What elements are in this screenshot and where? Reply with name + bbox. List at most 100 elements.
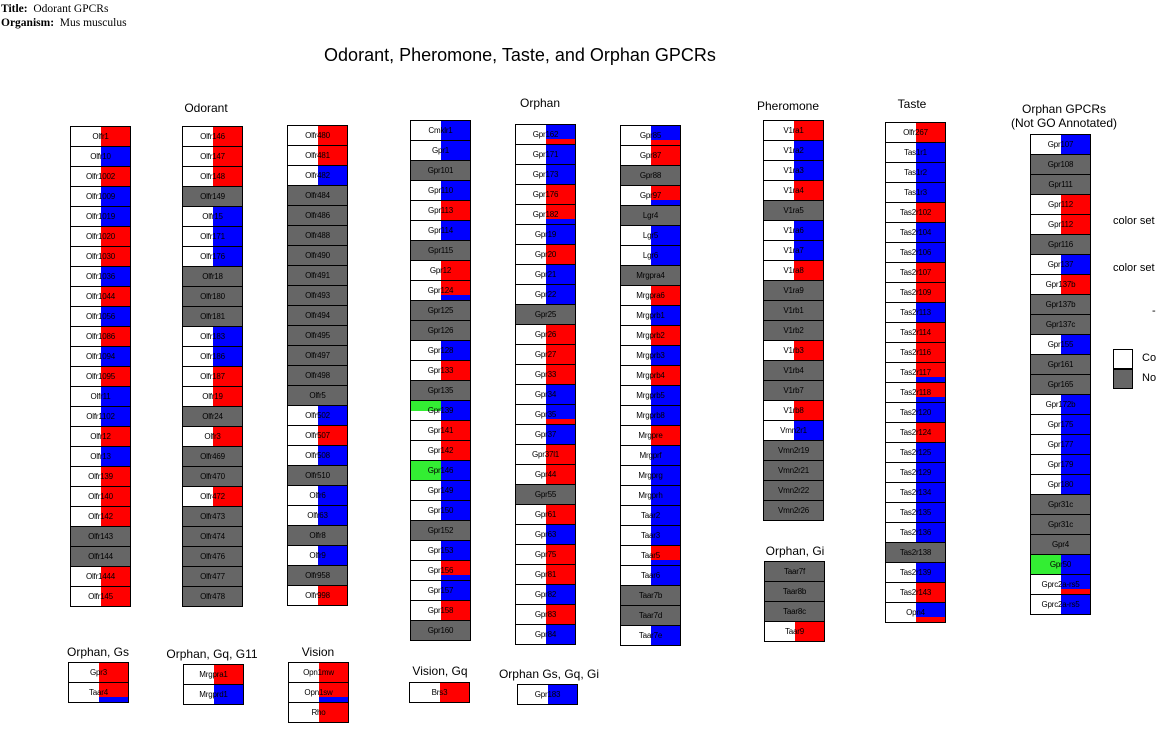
gene-box[interactable]: Gpr175: [1031, 415, 1090, 435]
gene-box[interactable]: Lgr4: [621, 206, 680, 226]
gene-box[interactable]: Olfr181: [183, 307, 242, 327]
gene-box[interactable]: Gpr116: [1031, 235, 1090, 255]
gene-box[interactable]: Olfr10: [71, 147, 130, 167]
gene-box[interactable]: Olfr9: [288, 546, 347, 566]
gene-box[interactable]: Taar2: [621, 506, 680, 526]
gene-box[interactable]: Gpr82: [516, 585, 575, 605]
gene-box[interactable]: Gpr150: [411, 501, 470, 521]
gene-box[interactable]: Gpr44: [516, 465, 575, 485]
gene-box[interactable]: Olfr1044: [71, 287, 130, 307]
gene-box[interactable]: Gpr75: [516, 545, 575, 565]
gene-box[interactable]: Mrgprb4: [621, 366, 680, 386]
gene-box[interactable]: Brs3: [410, 683, 469, 703]
gene-box[interactable]: Gpr128: [411, 341, 470, 361]
gene-box[interactable]: Olfr11: [71, 387, 130, 407]
gene-box[interactable]: Gpr84: [516, 625, 575, 645]
gene-box[interactable]: Olfr147: [183, 147, 242, 167]
gene-box[interactable]: Olfr183: [183, 327, 242, 347]
gene-box[interactable]: Olfr187: [183, 367, 242, 387]
gene-box[interactable]: Olfr494: [288, 306, 347, 326]
gene-box[interactable]: Olfr146: [183, 127, 242, 147]
gene-box[interactable]: Gpr162: [516, 125, 575, 145]
gene-box[interactable]: V1rb2: [764, 321, 823, 341]
gene-box[interactable]: Mrgprg: [621, 466, 680, 486]
gene-box[interactable]: Gpr137c: [1031, 315, 1090, 335]
gene-box[interactable]: Mrgpra1: [184, 665, 243, 685]
gene-box[interactable]: Olfr498: [288, 366, 347, 386]
gene-box[interactable]: V1ra6: [764, 221, 823, 241]
gene-box[interactable]: Opn4: [886, 603, 945, 623]
gene-box[interactable]: Olfr1019: [71, 207, 130, 227]
gene-box[interactable]: Gpr133: [411, 361, 470, 381]
gene-box[interactable]: Gpr25: [516, 305, 575, 325]
gene-box[interactable]: Gpr124: [411, 281, 470, 301]
gene-box[interactable]: Taar7d: [621, 606, 680, 626]
gene-box[interactable]: Olfr12: [71, 427, 130, 447]
gene-box[interactable]: Olfr1056: [71, 307, 130, 327]
gene-box[interactable]: Olfr480: [288, 126, 347, 146]
gene-box[interactable]: Olfr1444: [71, 567, 130, 587]
gene-box[interactable]: Olfr470: [183, 467, 242, 487]
gene-box[interactable]: Tas2r118: [886, 383, 945, 403]
gene-box[interactable]: Gpr27: [516, 345, 575, 365]
gene-box[interactable]: Gpr135: [411, 381, 470, 401]
gene-box[interactable]: Gpr20: [516, 245, 575, 265]
gene-box[interactable]: Gpr115: [411, 241, 470, 261]
gene-box[interactable]: Taar7b: [621, 586, 680, 606]
gene-box[interactable]: Olfr474: [183, 527, 242, 547]
gene-box[interactable]: Gpr81: [516, 565, 575, 585]
gene-box[interactable]: Tas2r138: [886, 543, 945, 563]
gene-box[interactable]: Olfr148: [183, 167, 242, 187]
gene-box[interactable]: V1ra9: [764, 281, 823, 301]
gene-box[interactable]: Tas2r120: [886, 403, 945, 423]
gene-box[interactable]: Taar8c: [765, 602, 824, 622]
gene-box[interactable]: Tas2r129: [886, 463, 945, 483]
gene-box[interactable]: Olfr15: [183, 207, 242, 227]
gene-box[interactable]: Tas2r125: [886, 443, 945, 463]
gene-box[interactable]: Gpr161: [1031, 355, 1090, 375]
gene-box[interactable]: Gpr182: [516, 205, 575, 225]
gene-box[interactable]: Tas2r117: [886, 363, 945, 383]
gene-box[interactable]: Gpr146: [411, 461, 470, 481]
gene-box[interactable]: Tas2r116: [886, 343, 945, 363]
gene-box[interactable]: Mrgprb2: [621, 326, 680, 346]
gene-box[interactable]: Gpr35: [516, 405, 575, 425]
gene-box[interactable]: Olfr507: [288, 426, 347, 446]
gene-box[interactable]: V1rb1: [764, 301, 823, 321]
gene-box[interactable]: Gpr158: [411, 601, 470, 621]
gene-box[interactable]: Olfr140: [71, 487, 130, 507]
gene-box[interactable]: Gpr172b: [1031, 395, 1090, 415]
gene-box[interactable]: Taar5: [621, 546, 680, 566]
gene-box[interactable]: Gpr22: [516, 285, 575, 305]
gene-box[interactable]: Gpr156: [411, 561, 470, 581]
gene-box[interactable]: Olfr472: [183, 487, 242, 507]
gene-box[interactable]: Olfr482: [288, 166, 347, 186]
gene-box[interactable]: Gpr157: [411, 581, 470, 601]
gene-box[interactable]: Vmn2r26: [764, 501, 823, 521]
gene-box[interactable]: Olfr267: [886, 123, 945, 143]
gene-box[interactable]: Olfr1002: [71, 167, 130, 187]
gene-box[interactable]: V1ra5: [764, 201, 823, 221]
gene-box[interactable]: Olfr488: [288, 226, 347, 246]
gene-box[interactable]: Gpr142: [411, 441, 470, 461]
gene-box[interactable]: Gpr88: [621, 166, 680, 186]
gene-box[interactable]: Taar8b: [765, 582, 824, 602]
gene-box[interactable]: Tas2r135: [886, 503, 945, 523]
gene-box[interactable]: V1ra3: [764, 161, 823, 181]
gene-box[interactable]: V1ra1: [764, 121, 823, 141]
gene-box[interactable]: Gpr173: [516, 165, 575, 185]
gene-box[interactable]: Olfr1020: [71, 227, 130, 247]
gene-box[interactable]: Olfr176: [183, 247, 242, 267]
gene-box[interactable]: Mrgprb1: [621, 306, 680, 326]
gene-box[interactable]: Gpr125: [411, 301, 470, 321]
gene-box[interactable]: Mrgprb5: [621, 386, 680, 406]
gene-box[interactable]: Olfr1: [71, 127, 130, 147]
gene-box[interactable]: Vmn2r19: [764, 441, 823, 461]
gene-box[interactable]: Mrgpre: [621, 426, 680, 446]
gene-box[interactable]: Taar3: [621, 526, 680, 546]
gene-box[interactable]: Olfr998: [288, 586, 347, 606]
gene-box[interactable]: Olfr19: [183, 387, 242, 407]
gene-box[interactable]: V1rb7: [764, 381, 823, 401]
gene-box[interactable]: Gpr112: [1031, 195, 1090, 215]
gene-box[interactable]: Olfr1095: [71, 367, 130, 387]
